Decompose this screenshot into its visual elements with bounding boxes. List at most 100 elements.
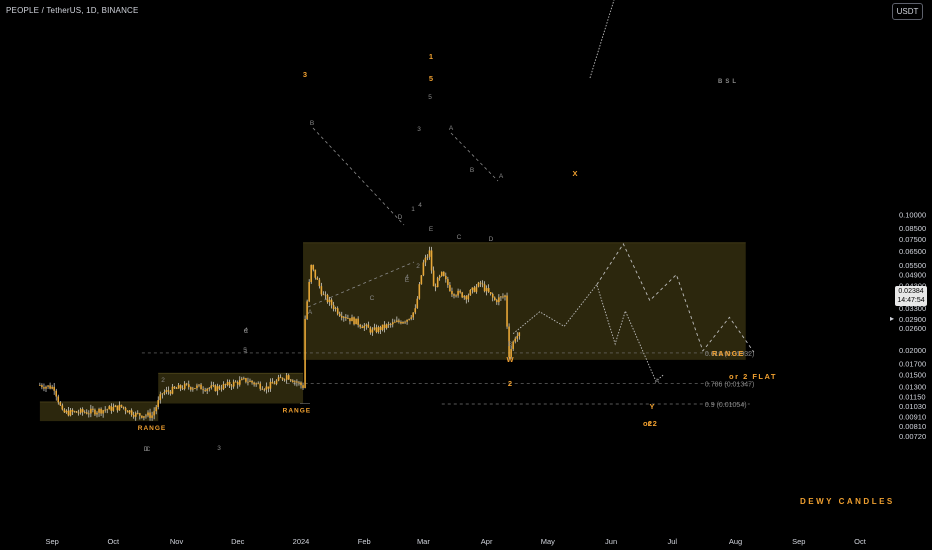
candle-body	[243, 378, 245, 379]
candle-body	[124, 407, 127, 411]
wave-label-grey: 4	[418, 202, 422, 209]
candle-body	[120, 404, 123, 407]
candle-body	[232, 381, 235, 387]
candle-body	[369, 327, 372, 333]
candle-body	[65, 410, 68, 413]
wave-label-grey: 4	[405, 274, 409, 281]
candle-body	[112, 407, 115, 411]
candle-body	[465, 296, 468, 300]
candle-body	[81, 409, 84, 413]
candle-body	[306, 301, 308, 320]
x-tick-label: Nov	[170, 537, 184, 546]
candle-body	[461, 292, 463, 298]
candle-body	[432, 270, 435, 287]
candle-body	[428, 250, 431, 257]
x-tick-label: Dec	[231, 537, 245, 546]
candle-body	[159, 394, 162, 401]
candle-body	[171, 386, 174, 394]
candle-body	[298, 382, 300, 384]
candle-body	[116, 405, 119, 411]
wave-label-orange: Y	[649, 402, 654, 411]
candle-body	[177, 385, 180, 389]
y-tick-label: 0.00810	[899, 422, 926, 431]
candle-body	[510, 349, 512, 358]
bar-countdown: 14:47:54	[897, 297, 925, 304]
scroll-right-icon[interactable]: ▸	[890, 314, 895, 323]
candle-body	[281, 377, 284, 380]
projection-path-dashed	[596, 243, 755, 353]
currency-button[interactable]: USDT	[892, 3, 923, 20]
candle-body	[137, 412, 139, 414]
wave-trendline	[307, 261, 415, 308]
y-tick-label: 0.01150	[899, 393, 926, 402]
candle-body	[261, 388, 264, 390]
candle-body	[212, 385, 215, 386]
candle-body	[387, 324, 390, 325]
candle-body	[479, 282, 482, 284]
candle-body	[47, 385, 49, 387]
candle-body	[516, 336, 519, 339]
candle-body	[110, 406, 113, 411]
candle-body	[175, 388, 178, 389]
candle-body	[247, 381, 249, 383]
candle-body	[290, 379, 292, 381]
x-tick-label: Mar	[417, 537, 430, 546]
candle-body	[404, 321, 406, 323]
candle-body	[283, 379, 286, 381]
candle-body	[385, 324, 388, 329]
projection-up-line	[589, 0, 615, 79]
y-tick-label: 0.10000	[899, 211, 926, 220]
candle-body	[100, 408, 102, 414]
candle-body	[167, 390, 170, 392]
x-tick-label: Oct	[854, 537, 867, 546]
wave-label-grey: A	[308, 309, 313, 316]
annotation-label: DEWY CANDLES	[800, 497, 895, 506]
candle-body	[475, 286, 478, 292]
candle-body	[459, 290, 461, 293]
candle-body	[188, 384, 190, 388]
fib-level-label: 0.786 (0.01347)	[705, 381, 754, 388]
y-tick-label: 0.01700	[899, 360, 926, 369]
wave-label-grey: 2	[161, 377, 165, 384]
wave-trendline	[312, 127, 405, 226]
candle-body	[55, 390, 57, 397]
y-tick-label: 0.06500	[899, 247, 926, 256]
x-tick-label: Jun	[605, 537, 617, 546]
candle-body	[508, 326, 510, 358]
candle-body	[285, 375, 288, 380]
candle-body	[302, 385, 304, 388]
candle-body	[506, 295, 508, 327]
candle-body	[251, 380, 253, 383]
y-tick-label: 0.01500	[899, 370, 926, 379]
candle-body	[502, 296, 504, 298]
wave-label-orange: 1	[429, 52, 433, 61]
candle-body	[222, 384, 225, 389]
x-tick-label: Sep	[45, 537, 58, 546]
candle-body	[253, 382, 255, 385]
candle-body	[277, 377, 280, 381]
wave-label-orange: X	[572, 169, 577, 178]
annotation-label: or 2 FLAT	[729, 372, 777, 381]
candle-body	[86, 412, 88, 414]
candle-body	[414, 308, 417, 313]
candle-body	[359, 324, 361, 327]
candle-body	[255, 383, 257, 385]
candle-body	[412, 312, 414, 318]
wave-label-grey: 5	[243, 347, 247, 354]
candle-body	[375, 327, 378, 332]
candle-body	[63, 409, 66, 413]
candle-body	[355, 318, 357, 325]
candle-body	[194, 388, 196, 389]
candle-body	[108, 406, 111, 410]
candle-body	[308, 281, 310, 302]
candle-body	[71, 409, 74, 412]
candle-body	[210, 385, 213, 388]
wave-label-grey: B	[310, 120, 314, 127]
candle-body	[234, 381, 237, 383]
candle-body	[300, 382, 302, 386]
candle-body	[410, 317, 412, 319]
candle-body	[420, 275, 423, 285]
wave-label-grey: 1	[411, 206, 415, 213]
